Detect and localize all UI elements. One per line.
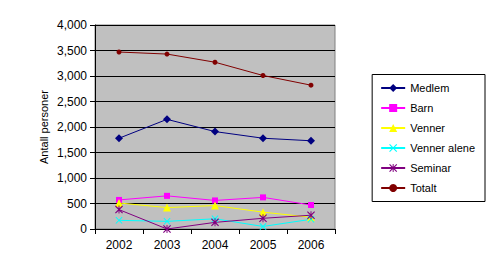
svg-text:Medlem: Medlem (410, 82, 449, 94)
svg-text:2005: 2005 (250, 238, 277, 252)
svg-text:Barn: Barn (410, 102, 433, 114)
svg-text:Venner: Venner (410, 122, 445, 134)
svg-text:Venner alene: Venner alene (410, 142, 475, 154)
svg-text:2,500: 2,500 (57, 95, 87, 109)
svg-text:500: 500 (67, 197, 87, 211)
svg-text:Seminar: Seminar (410, 162, 451, 174)
svg-text:Totalt: Totalt (410, 182, 436, 194)
svg-text:0: 0 (80, 222, 87, 236)
svg-text:2004: 2004 (202, 238, 229, 252)
svg-text:Antall personer: Antall personer (38, 90, 50, 164)
svg-text:2006: 2006 (298, 238, 325, 252)
svg-text:2003: 2003 (154, 238, 181, 252)
svg-text:3,500: 3,500 (57, 44, 87, 58)
svg-text:1,000: 1,000 (57, 171, 87, 185)
svg-text:2,000: 2,000 (57, 120, 87, 134)
svg-text:2002: 2002 (106, 238, 133, 252)
svg-text:3,000: 3,000 (57, 69, 87, 83)
svg-text:1,500: 1,500 (57, 146, 87, 160)
svg-text:4,000: 4,000 (57, 18, 87, 32)
